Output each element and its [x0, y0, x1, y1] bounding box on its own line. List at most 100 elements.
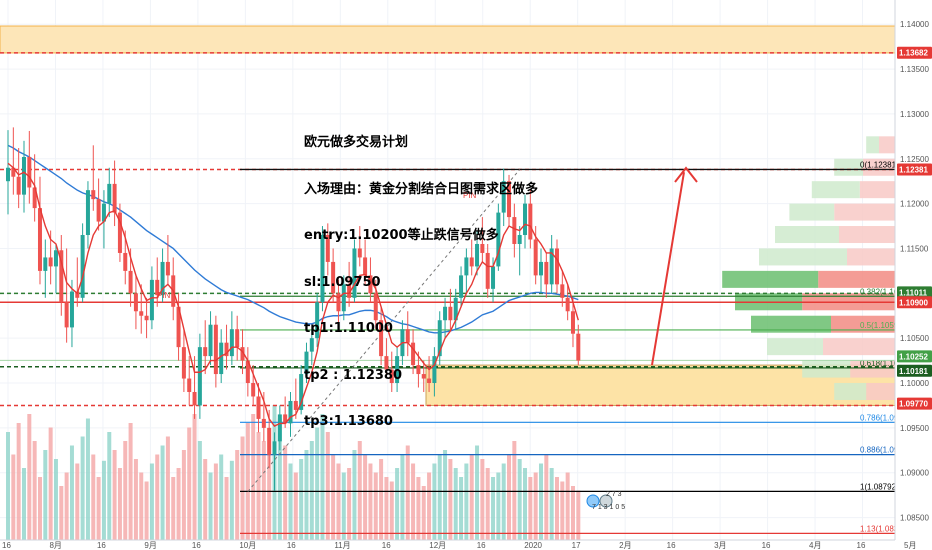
price-badge-label: 1.10900	[899, 298, 928, 307]
volume-bar	[357, 441, 362, 540]
volume-profile-buy	[834, 158, 863, 176]
volume-bar	[53, 459, 58, 540]
volume-bar	[224, 477, 229, 540]
volume-bar	[315, 427, 320, 540]
price-badge	[897, 46, 932, 59]
volume-bar	[299, 459, 304, 540]
candle-body	[32, 187, 37, 209]
candle-body	[293, 400, 298, 410]
candle-body	[389, 369, 394, 384]
fib-level-label: 1(1.08792)	[860, 482, 899, 491]
candle-body	[544, 261, 549, 285]
candle-body	[528, 203, 533, 240]
candle-body	[6, 167, 10, 182]
volume-bar	[400, 454, 405, 540]
volume-profile-buy	[866, 136, 879, 154]
candle-body	[197, 347, 202, 406]
fib-level-label: 0(1.12381)	[860, 160, 899, 169]
x-tick-label: 17	[572, 541, 581, 550]
volume-bar	[309, 441, 314, 540]
candle-body	[496, 212, 501, 267]
volume-bar	[528, 477, 533, 540]
projection-arrow	[651, 172, 685, 366]
volume-bar	[139, 472, 144, 540]
volume-bar	[570, 486, 575, 540]
price-badge-label: 1.10252	[899, 352, 928, 361]
volume-bar	[411, 463, 416, 540]
plan-line: tp3:1.13680	[304, 414, 393, 429]
candle-body	[491, 266, 496, 289]
candle-body	[123, 252, 128, 271]
candle-body	[117, 212, 122, 253]
candle-body	[43, 257, 48, 271]
volume-bar	[267, 454, 272, 540]
x-tick-label: 16	[382, 541, 391, 550]
candle-body	[405, 329, 410, 343]
candle-body	[139, 311, 144, 316]
volume-bar	[533, 472, 538, 540]
candle-body	[352, 248, 357, 298]
candle-body	[421, 374, 426, 379]
price-badge	[897, 286, 932, 299]
volume-bar	[453, 468, 458, 540]
x-tick-label: 11月	[334, 541, 350, 550]
y-tick-label: 1.12000	[900, 200, 929, 209]
volume-overlay-text: 7 1 3 1 0 5	[592, 504, 625, 511]
volume-bar	[491, 477, 496, 540]
candle-body	[363, 257, 368, 276]
volume-bar	[427, 472, 432, 540]
price-badge	[897, 397, 932, 410]
candle-body	[101, 203, 106, 222]
volume-profile-buy	[751, 315, 831, 333]
candle-body	[432, 356, 437, 384]
volume-bar	[219, 454, 224, 540]
x-tick-label: 16	[667, 541, 676, 550]
volume-bar	[64, 472, 69, 540]
volume-bar	[144, 481, 149, 540]
volume-bar	[565, 472, 570, 540]
volume-profile-sell	[847, 248, 895, 266]
volume-bar	[107, 432, 112, 540]
price-badge-label: 1.10181	[899, 367, 928, 376]
volume-profile-buy	[811, 181, 860, 199]
y-tick-label: 1.11500	[900, 244, 929, 253]
price-axis-panel	[895, 0, 932, 550]
volume-bar	[229, 460, 234, 540]
x-tick-label: 4月	[809, 541, 821, 550]
volume-bar	[304, 450, 309, 540]
candle-body	[240, 347, 245, 361]
candle-body	[128, 270, 133, 294]
volume-bar	[37, 477, 42, 540]
candle-body	[549, 248, 554, 285]
volume-bar	[576, 490, 581, 540]
candle-body	[75, 291, 80, 298]
volume-bar	[549, 468, 554, 540]
volume-bar	[16, 423, 21, 540]
x-tick-label: 9月	[144, 541, 156, 550]
volume-bar	[416, 477, 421, 540]
volume-profile-sell	[863, 158, 895, 176]
candle-body	[187, 378, 192, 392]
plan-line: sl:1.09750	[304, 274, 381, 290]
volume-bar	[560, 481, 565, 540]
fib-level-label: 1.13(1.08324)	[860, 524, 910, 533]
candle-body	[208, 324, 213, 357]
volume-bar	[368, 463, 373, 540]
candle-body	[181, 347, 186, 379]
volume-profile-sell	[818, 270, 895, 288]
price-badge-label: 1.11011	[899, 288, 928, 297]
candle-body	[144, 315, 149, 321]
x-tick-label: 2月	[619, 541, 631, 550]
volume-bar	[448, 459, 453, 540]
y-tick-label: 1.10500	[900, 334, 929, 343]
candle-body	[27, 156, 32, 188]
candle-body	[229, 329, 234, 357]
volume-bar	[443, 450, 448, 540]
y-tick-label: 1.10000	[900, 379, 929, 388]
candle-body	[416, 365, 421, 375]
volume-profile-buy	[802, 360, 851, 378]
volume-bar	[85, 418, 90, 540]
event-icon	[599, 494, 613, 508]
